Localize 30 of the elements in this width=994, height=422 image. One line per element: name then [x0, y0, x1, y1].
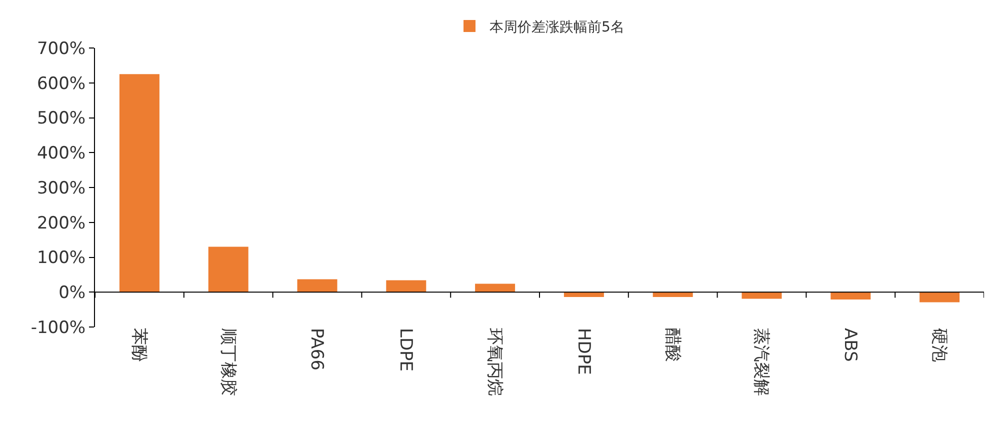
- bar: [742, 292, 782, 299]
- y-tick-label: -100%: [30, 318, 86, 338]
- x-tick-label: 苯酚: [128, 328, 149, 362]
- y-tick-label: 600%: [36, 74, 86, 94]
- bar: [208, 246, 248, 292]
- x-tick-label: 硬泡: [929, 328, 950, 362]
- x-tick-label: HDPE: [573, 328, 594, 375]
- y-tick-label: 0%: [58, 283, 86, 304]
- y-tick-label: 200%: [36, 213, 86, 234]
- bar: [652, 292, 693, 298]
- bar: [119, 74, 160, 292]
- x-tick-label: PA66: [306, 328, 327, 370]
- y-tick-label: 400%: [36, 144, 86, 164]
- x-tick-label: ABS: [840, 328, 860, 362]
- bar: [920, 292, 960, 302]
- bar: [830, 292, 871, 300]
- x-tick-label: 环氧丙烷: [484, 328, 505, 396]
- y-tick-label: 700%: [36, 38, 86, 59]
- bar: [564, 292, 604, 298]
- x-tick-label: LDPE: [396, 328, 416, 372]
- x-tick-label: 蒸汽裂解: [751, 328, 772, 396]
- bar: [475, 284, 516, 292]
- bar: [297, 279, 338, 292]
- y-tick-label: 100%: [36, 248, 86, 268]
- y-tick-label: 300%: [36, 178, 86, 198]
- x-tick-label: 醋酸: [662, 328, 682, 362]
- y-tick-label: 500%: [36, 108, 86, 129]
- legend-label: 本周价差涨跌幅前5名: [490, 19, 624, 36]
- bar: [386, 280, 426, 292]
- x-tick-label: 顺丁橡胶: [218, 328, 238, 396]
